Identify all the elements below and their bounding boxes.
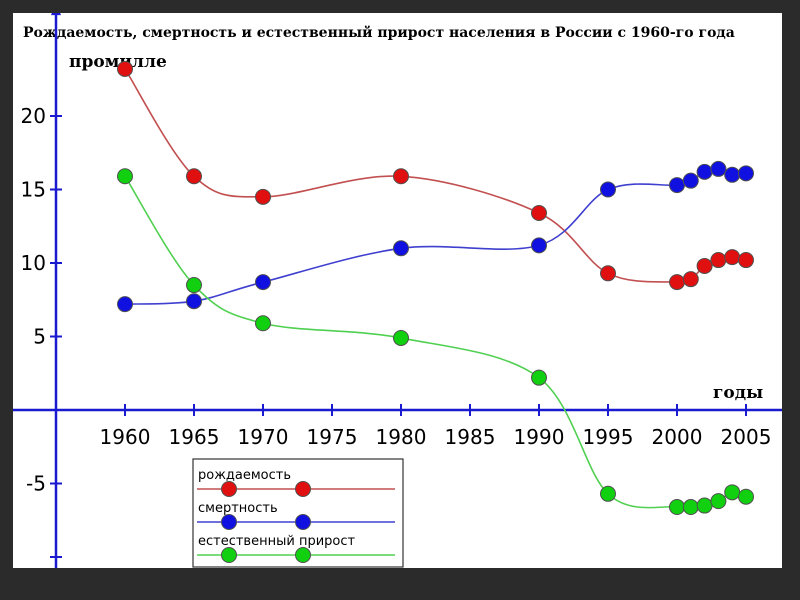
data-point xyxy=(710,160,727,177)
data-point xyxy=(393,240,409,257)
x-tick-label: 1980 xyxy=(376,425,427,449)
legend-swatch-marker xyxy=(295,514,311,530)
data-point xyxy=(669,499,685,516)
series-1 xyxy=(117,60,754,291)
legend-swatch-marker xyxy=(295,481,311,497)
data-point xyxy=(255,274,271,291)
y-axis-label: промилле xyxy=(69,52,167,72)
data-point xyxy=(531,369,547,386)
chart-title: Рождаемость, смертность и естественный п… xyxy=(23,24,735,41)
data-point xyxy=(600,181,616,198)
legend-label: естественный прирост xyxy=(198,534,355,549)
data-point xyxy=(255,315,271,332)
data-point xyxy=(682,271,699,288)
x-axis-label: годы xyxy=(713,383,763,403)
legend-swatch-marker xyxy=(221,547,237,563)
x-tick-label: 1990 xyxy=(514,425,565,449)
y-tick-label: 5 xyxy=(33,325,46,349)
x-tick-label: 2005 xyxy=(721,425,772,449)
series-3 xyxy=(117,168,754,516)
legend-label: рождаемость xyxy=(198,468,291,483)
data-point xyxy=(738,252,754,269)
y-tick-label: 15 xyxy=(21,178,46,202)
data-point xyxy=(696,257,713,274)
data-point xyxy=(710,252,727,269)
series-2 xyxy=(117,160,754,313)
data-point xyxy=(738,165,754,182)
data-point xyxy=(710,493,727,510)
axes: -5 5 10 15 20 1960 1965 1970 1975 1980 1985 1990 199… xyxy=(13,13,782,568)
chart-svg: Рождаемость, смертность и естественный п… xyxy=(13,13,782,568)
y-axis-arrow xyxy=(51,13,61,16)
x-tick-label: 2000 xyxy=(652,425,703,449)
series-line xyxy=(124,68,747,284)
data-point xyxy=(724,249,741,266)
y-tick-label: -5 xyxy=(26,472,46,496)
series-layer xyxy=(117,60,754,516)
data-point xyxy=(600,485,616,502)
data-point xyxy=(186,168,202,185)
data-point xyxy=(724,484,741,501)
legend-swatch-marker xyxy=(221,481,237,497)
data-point xyxy=(117,60,133,77)
data-point xyxy=(669,177,685,194)
legend-label: смертность xyxy=(198,501,278,516)
data-point xyxy=(600,265,616,282)
legend-swatch-marker xyxy=(221,514,237,530)
y-tick-label: 10 xyxy=(21,251,46,275)
data-point xyxy=(186,293,202,310)
data-point xyxy=(738,488,754,505)
x-tick-label: 1985 xyxy=(445,425,496,449)
y-tick-label: 20 xyxy=(21,104,46,128)
x-tick-label: 1995 xyxy=(583,425,634,449)
series-line xyxy=(124,175,747,509)
data-point xyxy=(696,163,713,180)
data-point xyxy=(682,499,699,516)
data-point xyxy=(724,166,741,183)
x-tick-label: 1970 xyxy=(238,425,289,449)
x-tick-label: 1960 xyxy=(100,425,151,449)
data-point xyxy=(117,168,133,185)
series-line xyxy=(124,168,747,305)
data-point xyxy=(531,237,547,254)
data-point xyxy=(531,205,547,222)
data-point xyxy=(393,168,409,185)
data-point xyxy=(117,296,133,313)
data-point xyxy=(186,277,202,294)
legend: рождаемость смертность естественный прирос… xyxy=(192,458,404,568)
x-tick-label: 1975 xyxy=(307,425,358,449)
data-point xyxy=(696,497,713,514)
data-point xyxy=(255,188,271,205)
chart-canvas: Рождаемость, смертность и естественный п… xyxy=(13,13,782,568)
data-point xyxy=(669,274,685,291)
legend-swatch-marker xyxy=(295,547,311,563)
data-point xyxy=(393,329,409,346)
data-point xyxy=(682,172,699,189)
x-tick-label: 1965 xyxy=(169,425,220,449)
